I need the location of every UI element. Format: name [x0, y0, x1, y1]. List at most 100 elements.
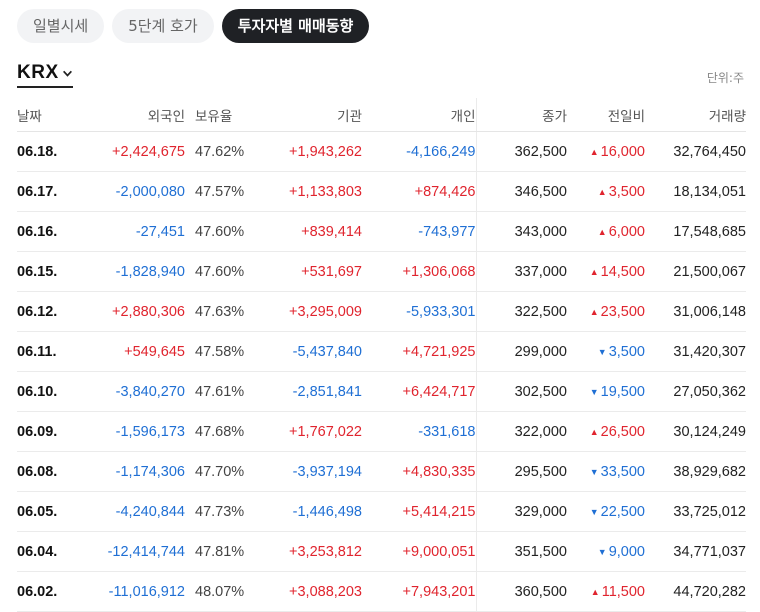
table-row: 06.09. -1,596,173 47.68% +1,767,022 -331,618… [17, 411, 746, 452]
cell-individual: -4,166,249 [362, 131, 476, 172]
table-row: 06.18. +2,424,675 47.62% +1,943,262 -4,166,2… [17, 131, 746, 172]
cell-individual: +6,424,717 [362, 371, 476, 412]
cell-change: ▼ 33,500 [567, 451, 645, 492]
cell-close: 351,500 [475, 531, 567, 572]
table-row: 06.16. -27,451 47.60% +839,414 -743,977 343,0… [17, 211, 746, 252]
cell-close: 302,500 [475, 371, 567, 412]
cell-holding: 47.73% [185, 491, 247, 532]
cell-date: 06.12. [17, 291, 87, 332]
cell-close: 346,500 [475, 171, 567, 212]
triangle-down-icon: ▼ [589, 506, 599, 517]
cell-close: 299,000 [475, 331, 567, 372]
cell-date: 06.17. [17, 171, 87, 212]
cell-foreign: -2,000,080 [87, 171, 185, 212]
cell-holding: 47.57% [185, 171, 247, 212]
market-selector[interactable]: KRX [17, 62, 73, 88]
triangle-down-icon: ▼ [589, 466, 599, 477]
tab-bar: 일별시세 5단계 호가 투자자별 매매동향 [17, 9, 370, 43]
cell-close: 362,500 [475, 131, 567, 172]
table-row: 06.05. -4,240,844 47.73% -1,446,498 +5,414,2… [17, 491, 746, 532]
investor-trends-table: 날짜 외국인 보유율 기관 개인 종가 전일비 거래량 06.18. +2,424… [17, 98, 746, 612]
cell-volume: 17,548,685 [645, 211, 746, 252]
cell-date: 06.16. [17, 211, 87, 252]
cell-foreign: -27,451 [87, 211, 185, 252]
cell-volume: 27,050,362 [645, 371, 746, 412]
cell-individual: +7,943,201 [362, 571, 476, 612]
table-row: 06.02. -11,016,912 48.07% +3,088,203 +7,943,… [17, 571, 746, 612]
cell-institution: -1,446,498 [247, 491, 362, 532]
cell-change: ▲ 6,000 [567, 211, 645, 252]
cell-institution: +1,767,022 [247, 411, 362, 452]
triangle-up-icon: ▲ [590, 586, 600, 597]
cell-date: 06.11. [17, 331, 87, 372]
cell-volume: 21,500,067 [645, 251, 746, 292]
cell-date: 06.18. [17, 131, 87, 172]
triangle-down-icon: ▼ [597, 546, 607, 557]
market-label: KRX [17, 62, 59, 83]
cell-change: ▼ 19,500 [567, 371, 645, 412]
cell-volume: 44,720,282 [645, 571, 746, 612]
cell-change: ▲ 16,000 [567, 131, 645, 172]
cell-foreign: -1,596,173 [87, 411, 185, 452]
cell-date: 06.08. [17, 451, 87, 492]
cell-close: 295,500 [475, 451, 567, 492]
unit-label: 단위:주 [706, 71, 744, 85]
cell-change: ▼ 9,000 [567, 531, 645, 572]
cell-foreign: +2,424,675 [87, 131, 185, 172]
cell-holding: 47.81% [185, 531, 247, 572]
cell-volume: 30,124,249 [645, 411, 746, 452]
cell-institution: +839,414 [247, 211, 362, 252]
cell-volume: 31,006,148 [645, 291, 746, 332]
cell-foreign: -4,240,844 [87, 491, 185, 532]
cell-foreign: -11,016,912 [87, 571, 185, 612]
change-value: 23,500 [600, 303, 645, 320]
tab-order-book[interactable]: 5단계 호가 [112, 9, 214, 43]
cell-date: 06.02. [17, 571, 87, 612]
cell-individual: +4,721,925 [362, 331, 476, 372]
cell-foreign: -1,828,940 [87, 251, 185, 292]
tab-investor-trends[interactable]: 투자자별 매매동향 [221, 9, 370, 43]
cell-individual: -331,618 [362, 411, 476, 452]
cell-change: ▼ 22,500 [567, 491, 645, 532]
cell-change: ▲ 23,500 [567, 291, 645, 332]
table-row: 06.12. +2,880,306 47.63% +3,295,009 -5,933,3… [17, 291, 746, 332]
cell-institution: +1,133,803 [247, 171, 362, 212]
triangle-down-icon: ▼ [589, 386, 599, 397]
triangle-up-icon: ▲ [589, 306, 599, 317]
table-row: 06.11. +549,645 47.58% -5,437,840 +4,721,925… [17, 331, 746, 372]
cell-institution: -3,937,194 [247, 451, 362, 492]
cell-change: ▲ 26,500 [567, 411, 645, 452]
cell-individual: -5,933,301 [362, 291, 476, 332]
cell-holding: 47.61% [185, 371, 247, 412]
triangle-up-icon: ▲ [597, 186, 607, 197]
cell-institution: +531,697 [247, 251, 362, 292]
cell-date: 06.04. [17, 531, 87, 572]
cell-holding: 47.70% [185, 451, 247, 492]
header-individual: 개인 [362, 98, 476, 132]
cell-institution: -2,851,841 [247, 371, 362, 412]
table-row: 06.10. -3,840,270 47.61% -2,851,841 +6,424,7… [17, 371, 746, 412]
tab-daily-price[interactable]: 일별시세 [17, 9, 105, 43]
cell-individual: +9,000,051 [362, 531, 476, 572]
header-volume: 거래량 [645, 98, 746, 132]
cell-volume: 18,134,051 [645, 171, 746, 212]
cell-institution: +3,295,009 [247, 291, 362, 332]
table-header-row: 날짜 외국인 보유율 기관 개인 종가 전일비 거래량 [17, 98, 746, 132]
change-value: 3,500 [608, 183, 645, 200]
change-value: 16,000 [600, 143, 645, 160]
cell-foreign: -12,414,744 [87, 531, 185, 572]
cell-close: 322,000 [475, 411, 567, 452]
triangle-up-icon: ▲ [589, 266, 599, 277]
header-holding: 보유율 [185, 98, 247, 132]
cell-individual: +874,426 [362, 171, 476, 212]
header-date: 날짜 [17, 98, 87, 132]
change-value: 3,500 [608, 343, 645, 360]
change-value: 11,500 [601, 583, 645, 600]
chevron-down-icon [62, 70, 72, 77]
cell-change: ▼ 3,500 [567, 331, 645, 372]
cell-date: 06.15. [17, 251, 87, 292]
cell-date: 06.05. [17, 491, 87, 532]
header-close: 종가 [475, 98, 567, 132]
cell-foreign: -1,174,306 [87, 451, 185, 492]
cell-holding: 47.68% [185, 411, 247, 452]
